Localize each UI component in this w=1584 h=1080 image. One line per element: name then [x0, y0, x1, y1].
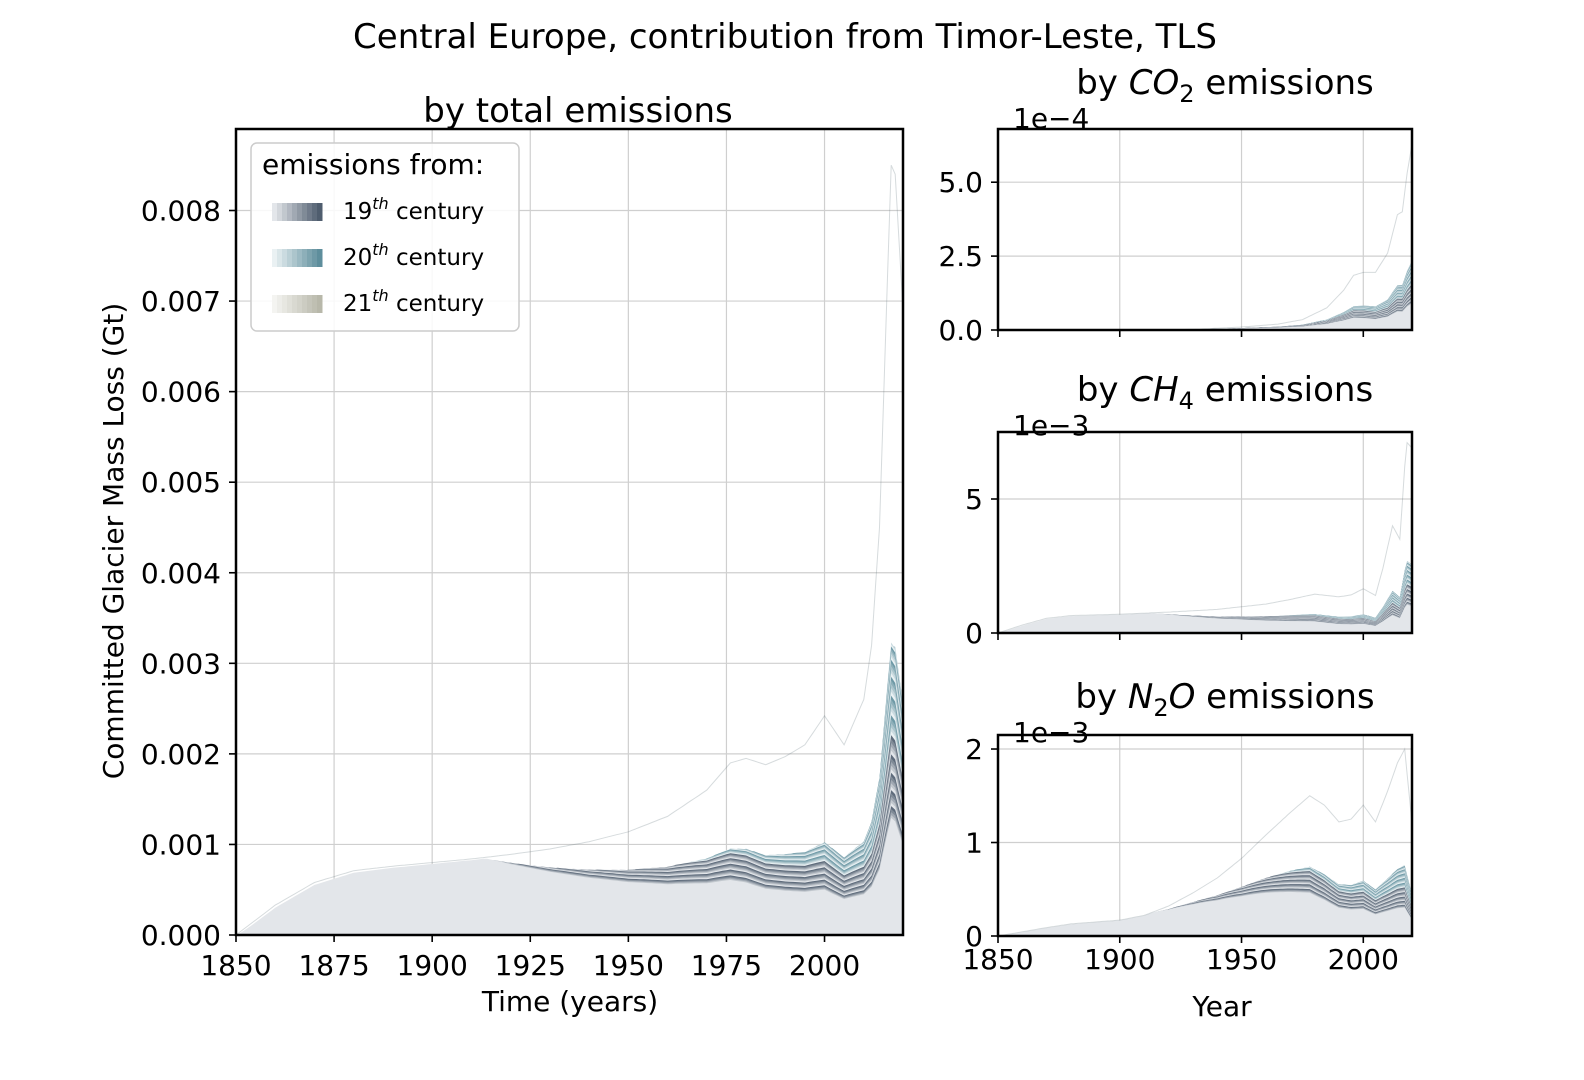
grid-lines: [997, 432, 1412, 634]
plot-area-total: 1850 1875 1900 1925 1950 1975 2000 0.000 0.001 0.…: [141, 127, 905, 982]
x-tick-label: 1900: [1084, 943, 1155, 976]
area-envelope: [998, 747, 1412, 936]
panel-ch4-offset: 1e−3: [1013, 409, 1089, 442]
axes-frame: [996, 733, 1414, 938]
plot-area-n2o: 1850 1900 1950 2000 0 1 2: [962, 733, 1414, 976]
legend-label-19th: 19th century: [343, 194, 484, 225]
y-tick-label: 0: [965, 920, 983, 953]
y-tick-label: 0.005: [141, 466, 221, 499]
legend-swatch-20th: [272, 249, 323, 267]
area-band-1850: [998, 604, 1412, 633]
plot-area-ch4: 05: [965, 430, 1414, 650]
x-tick-label: 1975: [691, 949, 762, 982]
y-tick-label: 2: [965, 733, 983, 766]
area-band-1850: [236, 817, 903, 935]
stacked-areas: [998, 143, 1412, 330]
y-tick-label: 0.006: [141, 376, 221, 409]
y-tick-label: 5.0: [938, 166, 983, 199]
area-envelope: [236, 164, 903, 935]
grid-lines: [235, 129, 903, 936]
x-tick-label: 1850: [200, 949, 271, 982]
axis-ticks: 1850 1900 1950 2000 0 1 2: [962, 733, 1399, 976]
panel-ch4: by CH4 emissions 1e−3 05: [965, 370, 1414, 650]
x-axis-label: Time (years): [481, 985, 658, 1018]
y-tick-label: 5: [965, 483, 983, 516]
x-tick-label: 2000: [1328, 943, 1399, 976]
n2o-x-axis-label: Year: [1191, 990, 1252, 1023]
legend-swatch-21st: [272, 295, 323, 313]
stacked-areas: [998, 747, 1412, 936]
area-envelope: [998, 143, 1412, 330]
legend-swatch-19th: [272, 203, 323, 221]
x-tick-label: 1875: [298, 949, 369, 982]
stacked-areas: [236, 164, 903, 935]
y-tick-label: 0.008: [141, 195, 221, 228]
axes-frame: [996, 127, 1414, 332]
x-tick-label: 1925: [495, 949, 566, 982]
y-tick-label: 0.003: [141, 647, 221, 680]
area-envelope: [998, 441, 1412, 633]
y-tick-label: 0.001: [141, 828, 221, 861]
area-band-1850: [998, 892, 1412, 936]
y-tick-label: 0.007: [141, 285, 221, 318]
y-tick-label: 2.5: [938, 240, 983, 273]
panel-total-title: by total emissions: [423, 91, 733, 131]
panel-total: by total emissions 1850 1875 1900 1925 1950 1…: [97, 91, 905, 1018]
panel-n2o-offset: 1e−3: [1013, 716, 1089, 749]
legend-label-21st: 21th century: [343, 286, 484, 317]
axes-frame: [996, 430, 1414, 635]
grid-lines: [997, 129, 1412, 331]
x-tick-label: 1950: [593, 949, 664, 982]
panel-co2: by CO2 emissions 1e−4 0.02.55.0: [938, 63, 1414, 347]
panel-n2o: by N2O emissions 1e−3 1850 1900 1950 200001…: [962, 677, 1414, 1023]
stacked-areas: [998, 441, 1412, 633]
x-tick-label: 2000: [789, 949, 860, 982]
y-tick-label: 1: [965, 827, 983, 860]
area-band-1850: [998, 303, 1412, 330]
y-axis-label: Committed Glacier Mass Loss (Gt): [97, 303, 130, 780]
axis-ticks: 05: [965, 483, 1365, 650]
y-tick-label: 0.002: [141, 738, 221, 771]
y-tick-label: 0.0: [938, 314, 983, 347]
axes-frame: [234, 127, 905, 937]
legend: emissions from: 19th century 20th centur…: [250, 142, 520, 332]
legend-box: [250, 142, 520, 332]
plot-area-co2: 0.0 2.5 5.0: [938, 127, 1414, 347]
panel-n2o-title: by N2O emissions: [1075, 677, 1374, 722]
x-tick-label: 1850: [962, 943, 1033, 976]
x-tick-label: 1900: [397, 949, 468, 982]
panel-co2-title: by CO2 emissions: [1076, 63, 1374, 108]
legend-label-20th: 20th century: [343, 240, 484, 271]
legend-title: emissions from:: [262, 148, 484, 181]
panel-ch4-title: by CH4 emissions: [1077, 370, 1373, 415]
y-tick-label: 0.004: [141, 557, 221, 590]
x-tick-label: 1950: [1206, 943, 1277, 976]
figure-suptitle: Central Europe, contribution from Timor-…: [353, 17, 1217, 57]
axis-ticks: 0.0 2.5 5.0: [938, 166, 1365, 347]
axis-ticks: 1850 1875 1900 1925 1950 1975 2000 0.000 0.001 0.…: [141, 195, 860, 982]
y-tick-label: 0: [965, 617, 983, 650]
y-tick-label: 0.000: [141, 919, 221, 952]
